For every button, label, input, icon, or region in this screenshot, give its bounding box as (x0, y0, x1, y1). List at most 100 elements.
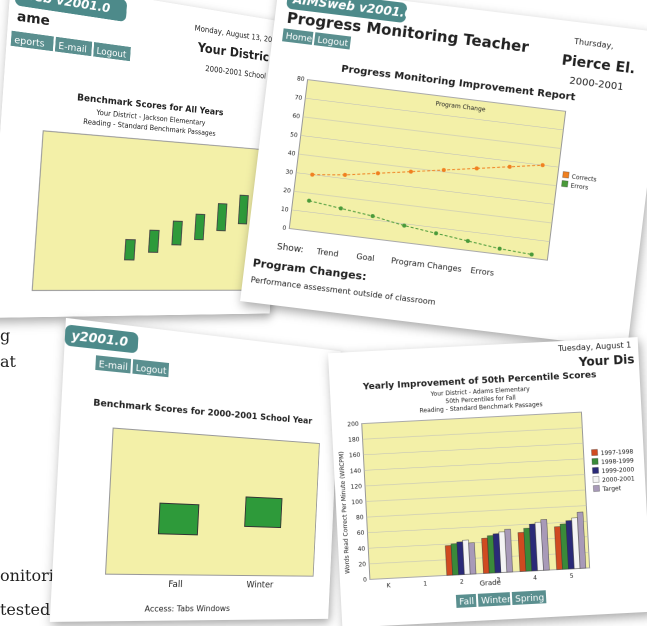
grid-line (305, 97, 564, 131)
grid-line (307, 79, 566, 112)
button[interactable] (54, 36, 93, 57)
option[interactable]: Trend (315, 247, 339, 259)
y-tick-label: 50 (290, 131, 299, 139)
grid-line (363, 443, 584, 456)
y-tick-label: 140 (350, 468, 362, 476)
line (312, 164, 543, 176)
y-tick-label: 60 (357, 530, 365, 537)
y-tick-label: 70 (294, 94, 303, 102)
legend-label: 1998-1999 (601, 457, 634, 466)
box (158, 503, 198, 535)
button[interactable] (313, 32, 352, 50)
button[interactable] (95, 355, 132, 374)
date: Tuesday, August 1 (557, 340, 632, 353)
x-tick-label: 5 (570, 573, 574, 580)
option[interactable]: Program Changes (391, 256, 463, 274)
text-fragment: at (0, 352, 16, 371)
button-label[interactable]: Logout (317, 36, 349, 50)
box (245, 497, 282, 528)
bar (540, 519, 550, 571)
grid-line (367, 520, 588, 533)
panel: Tuesday, August 1 Your Dis Yearly Improv… (328, 337, 647, 626)
x-tick-label: 2 (460, 579, 464, 586)
panel-2: AIMSweb v2001.0 Progress Monitoring Teac… (250, 0, 636, 307)
grid-line (365, 489, 586, 502)
y-tick-label: 100 (351, 499, 363, 507)
year: 2000-2001 School Y (205, 64, 272, 81)
district: Your Dis (577, 352, 634, 369)
plot-area (106, 428, 320, 576)
district: Your Distric (196, 41, 269, 65)
button[interactable] (10, 30, 54, 52)
button[interactable] (93, 42, 131, 62)
panel-4: Tuesday, August 1 Your Dis Yearly Improv… (338, 340, 635, 608)
legend-swatch (591, 449, 598, 456)
grid-line (302, 116, 562, 149)
grid-line (361, 411, 582, 424)
option[interactable]: Goal (356, 252, 375, 263)
y-tick-label: 200 (347, 421, 359, 429)
y-tick-label: 40 (287, 150, 296, 158)
legend-label: 1997-1998 (600, 448, 633, 457)
point (540, 163, 545, 168)
y-tick-label: 160 (349, 452, 361, 460)
bar (576, 511, 587, 569)
x-tick-label: 1 (423, 580, 427, 587)
button-label[interactable]: eports (14, 35, 45, 50)
name: ame (16, 9, 50, 30)
button-label[interactable]: Winter (481, 595, 511, 607)
button-label[interactable]: Logout (135, 364, 167, 377)
panel: AIMSweb v2001.0 Progress Monitoring Teac… (240, 0, 647, 349)
button[interactable] (511, 590, 547, 605)
y-tick-label: 80 (297, 75, 306, 83)
x-tick-label: 4 (533, 575, 537, 582)
button-label[interactable]: Spring (515, 593, 545, 605)
point (408, 169, 413, 174)
text-fragment: g (0, 326, 11, 345)
panel: y2001.0 E-mail Logout Benchmark Scores f… (49, 317, 341, 622)
year: 2000-2001 (569, 76, 624, 94)
bar (504, 528, 513, 573)
date: Thursday, (573, 37, 615, 51)
point (465, 238, 470, 243)
y-tick-label: 120 (350, 483, 362, 491)
panel-1: web v2001.0 ame eports E-mail Logout Mon… (10, 0, 280, 318)
grid-line (362, 427, 583, 440)
season: Fall (168, 580, 183, 590)
button-label[interactable]: E-mail (58, 41, 87, 55)
legend-label: 1999-2000 (601, 466, 634, 475)
box-plots (125, 189, 249, 262)
subtitle: 50th Percentiles for Fall (445, 395, 516, 406)
point (402, 223, 407, 228)
y-tick-label: 20 (283, 187, 292, 195)
y-tick-label: 180 (348, 436, 360, 444)
point (474, 166, 479, 171)
y-tick-label: 40 (357, 545, 365, 552)
grid-line (368, 536, 588, 549)
y-tick-label: 60 (292, 113, 301, 121)
legend-label: 2000-2001 (602, 475, 635, 484)
grid-line (364, 474, 585, 487)
button-label[interactable]: Fall (459, 597, 474, 608)
legend-label: Errors (570, 182, 588, 191)
button-label[interactable]: Home (285, 32, 313, 45)
y-tick-label: 30 (285, 168, 294, 176)
plot-area (32, 131, 271, 291)
show-label: Show: (276, 242, 304, 255)
button[interactable] (282, 28, 314, 45)
point (307, 198, 312, 203)
grid-line (298, 153, 557, 186)
button[interactable] (455, 593, 477, 608)
grid-line (289, 228, 548, 261)
option[interactable]: Errors (470, 266, 495, 278)
grid-line (369, 552, 589, 565)
button[interactable] (477, 592, 511, 607)
y-tick-label: 20 (358, 561, 366, 568)
x-tick-label: 3 (496, 577, 500, 584)
button[interactable] (132, 359, 170, 378)
point (529, 252, 534, 257)
button-label[interactable]: E-mail (98, 360, 128, 373)
button-label[interactable]: Logout (96, 47, 127, 61)
access: Access: Tabs Windows (144, 604, 230, 614)
chart-title: Benchmark Scores for 2000-2001 School Ye… (93, 398, 313, 427)
